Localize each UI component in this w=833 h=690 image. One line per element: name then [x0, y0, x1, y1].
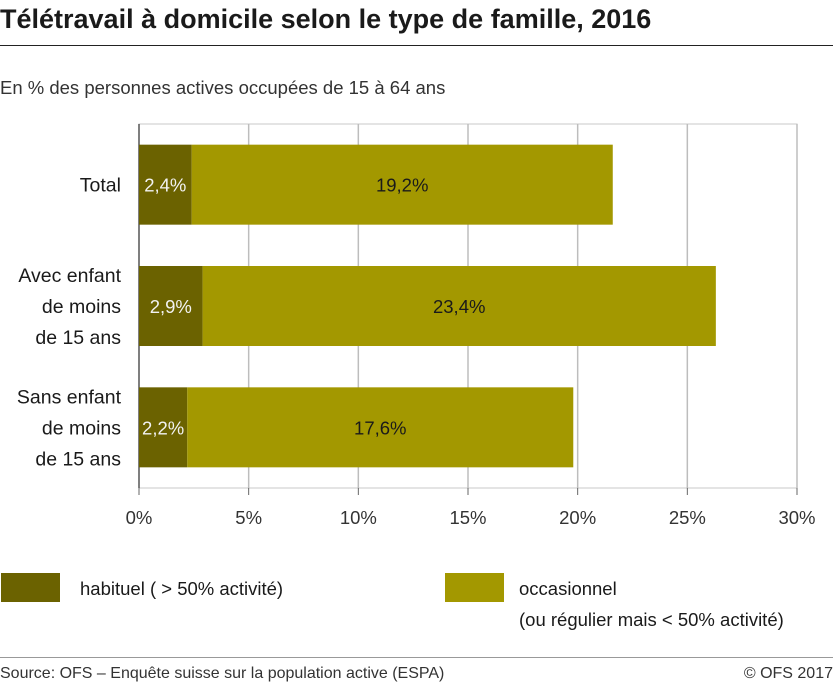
- title-divider: [0, 45, 833, 46]
- x-tick-label: 30%: [778, 507, 815, 528]
- bar-occasionnel: [191, 144, 613, 225]
- bar-habituel: [139, 144, 192, 225]
- category-label-line: Avec enfant: [18, 265, 121, 287]
- legend-label-occasionnel: occasionnel: [519, 578, 617, 599]
- category-label: Sans enfant de moins de 15 ans: [17, 386, 122, 470]
- data-label: 23,4%: [433, 296, 485, 317]
- x-tick-label: 5%: [235, 507, 262, 528]
- data-label: 19,2%: [376, 175, 428, 196]
- bar-habituel: [139, 387, 188, 468]
- x-tick-label: 20%: [559, 507, 596, 528]
- x-tick-label: 10%: [340, 507, 377, 528]
- category-label-line: de moins: [42, 417, 121, 439]
- legend-swatch-habituel: [1, 573, 60, 602]
- x-tick-label: 0%: [126, 507, 153, 528]
- bar-occasionnel: [202, 266, 716, 346]
- data-label: 2,9%: [150, 296, 192, 317]
- bar-occasionnel: [187, 387, 574, 468]
- legend-label-habituel: habituel ( > 50% activité): [80, 578, 284, 599]
- chart-subtitle: En % des personnes actives occupées de 1…: [0, 77, 446, 98]
- data-label: 17,6%: [354, 417, 406, 438]
- category-label: Avec enfant de moins de 15 ans: [18, 265, 121, 349]
- copyright: © OFS 2017: [743, 665, 833, 682]
- category-label-line: de 15 ans: [35, 448, 121, 470]
- category-label-line: Total: [80, 175, 121, 197]
- category-label-line: de 15 ans: [35, 327, 121, 349]
- data-label: 2,4%: [144, 175, 186, 196]
- footer-divider: [0, 657, 833, 658]
- x-tick-label: 25%: [669, 507, 706, 528]
- legend-swatch-occasionnel: [445, 573, 504, 602]
- category-label: Total: [80, 175, 121, 197]
- category-label-line: Sans enfant: [17, 386, 122, 408]
- bar-chart: 0% 5% 10% 15% 20% 25% 30% 2,4% 19,2% Total 2,9% 23,…: [17, 123, 816, 528]
- source-note: Source: OFS – Enquête suisse sur la popu…: [0, 665, 445, 682]
- data-label: 2,2%: [142, 417, 184, 438]
- category-label-line: de moins: [42, 296, 121, 318]
- x-tick-label: 15%: [449, 507, 486, 528]
- legend-label-occasionnel-detail: (ou régulier mais < 50% activité): [519, 609, 784, 630]
- chart-title: Télétravail à domicile selon le type de …: [0, 4, 652, 34]
- bar-habituel: [139, 266, 203, 346]
